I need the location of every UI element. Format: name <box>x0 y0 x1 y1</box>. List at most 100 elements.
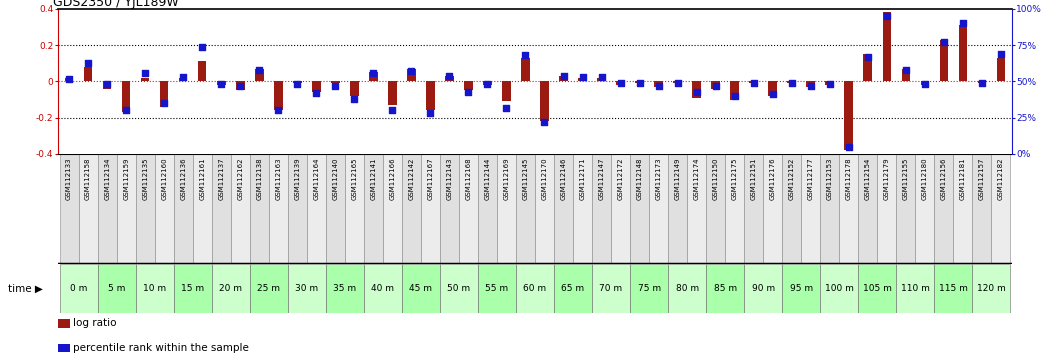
Bar <box>255 69 263 81</box>
Bar <box>407 69 415 81</box>
Point <box>765 92 782 97</box>
Bar <box>135 264 174 313</box>
Bar <box>350 81 359 96</box>
Text: 25 m: 25 m <box>257 284 280 293</box>
Bar <box>383 154 402 264</box>
Bar <box>820 154 839 264</box>
Bar <box>592 264 630 313</box>
Text: 110 m: 110 m <box>901 284 929 293</box>
Bar <box>649 154 668 264</box>
Bar <box>402 264 440 313</box>
Text: GSM112150: GSM112150 <box>712 157 719 200</box>
Bar <box>84 67 92 81</box>
Bar <box>306 154 326 264</box>
Text: GSM112139: GSM112139 <box>295 157 300 200</box>
Point <box>897 67 914 73</box>
Text: GSM112160: GSM112160 <box>162 157 167 200</box>
Text: GDS2350 / YJL189W: GDS2350 / YJL189W <box>52 0 178 9</box>
Text: GSM112159: GSM112159 <box>123 157 129 200</box>
Text: GSM112161: GSM112161 <box>199 157 206 200</box>
Text: 95 m: 95 m <box>790 284 813 293</box>
Text: 15 m: 15 m <box>181 284 205 293</box>
Text: GSM112154: GSM112154 <box>864 157 871 200</box>
Bar <box>212 264 250 313</box>
Bar <box>687 154 706 264</box>
Bar <box>706 154 725 264</box>
Bar <box>692 81 701 98</box>
Bar <box>287 264 326 313</box>
Bar <box>250 264 287 313</box>
Text: 10 m: 10 m <box>143 284 166 293</box>
Bar <box>668 264 706 313</box>
Bar <box>198 62 207 81</box>
Text: GSM112169: GSM112169 <box>504 157 510 200</box>
Text: GSM112167: GSM112167 <box>427 157 433 200</box>
Bar <box>935 264 972 313</box>
Bar <box>484 81 492 85</box>
Point <box>232 83 249 88</box>
Point <box>631 80 648 86</box>
Bar <box>573 154 592 264</box>
Text: 30 m: 30 m <box>295 284 318 293</box>
Point <box>955 21 971 26</box>
Bar <box>673 81 682 83</box>
Bar <box>935 154 954 264</box>
Text: GSM112172: GSM112172 <box>618 157 623 200</box>
Point <box>688 89 705 95</box>
Text: 85 m: 85 m <box>713 284 736 293</box>
Point <box>936 39 952 45</box>
Point <box>973 80 990 86</box>
Bar <box>844 81 853 150</box>
Bar <box>630 264 668 313</box>
Bar <box>783 264 820 313</box>
Point <box>156 101 173 106</box>
Bar <box>426 81 434 110</box>
Bar <box>159 81 169 107</box>
Point <box>461 89 477 95</box>
Point <box>859 54 876 59</box>
Text: GSM112165: GSM112165 <box>351 157 358 200</box>
Text: GSM112146: GSM112146 <box>560 157 566 200</box>
Text: 75 m: 75 m <box>638 284 661 293</box>
Bar <box>730 81 738 99</box>
Text: GSM112179: GSM112179 <box>883 157 890 200</box>
Text: 20 m: 20 m <box>219 284 242 293</box>
Text: GSM112163: GSM112163 <box>275 157 281 200</box>
Bar <box>440 264 478 313</box>
Bar <box>592 154 612 264</box>
Point <box>555 73 572 79</box>
Point <box>802 83 819 88</box>
Text: GSM112177: GSM112177 <box>808 157 814 200</box>
Text: log ratio: log ratio <box>73 318 116 329</box>
Text: GSM112178: GSM112178 <box>845 157 852 200</box>
Text: GSM112168: GSM112168 <box>466 157 471 200</box>
Point <box>479 81 496 87</box>
Text: GSM112133: GSM112133 <box>66 157 72 200</box>
Text: 50 m: 50 m <box>447 284 471 293</box>
Bar <box>744 264 783 313</box>
Point <box>80 60 97 65</box>
Bar <box>559 76 568 81</box>
Bar <box>972 264 1010 313</box>
Bar <box>954 154 972 264</box>
Bar <box>274 81 282 110</box>
Bar <box>521 58 530 81</box>
Point <box>270 108 286 113</box>
Bar <box>630 154 649 264</box>
Bar <box>141 78 149 81</box>
Bar <box>882 12 891 81</box>
Point <box>99 81 115 87</box>
Bar <box>79 154 98 264</box>
Bar <box>174 154 193 264</box>
Bar <box>858 264 896 313</box>
Text: GSM112155: GSM112155 <box>903 157 908 200</box>
Text: 0 m: 0 m <box>70 284 87 293</box>
Point <box>117 108 134 113</box>
Text: 70 m: 70 m <box>599 284 623 293</box>
Text: 5 m: 5 m <box>108 284 125 293</box>
Bar <box>578 78 586 81</box>
Bar <box>445 76 454 81</box>
Point <box>288 81 305 87</box>
Bar <box>877 154 896 264</box>
Point <box>175 74 192 80</box>
